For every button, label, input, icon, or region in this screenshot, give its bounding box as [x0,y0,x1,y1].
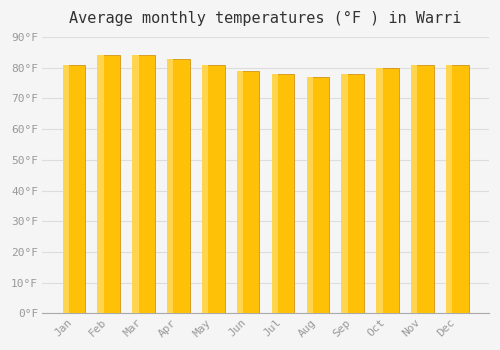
Bar [446,65,452,313]
Bar [411,65,418,313]
Bar [446,65,468,313]
Bar [62,65,85,313]
Bar [306,77,329,313]
Bar [237,71,243,313]
Bar [132,55,155,313]
Bar [62,65,69,313]
Bar [272,74,294,313]
Bar [167,58,190,313]
Bar [306,77,313,313]
Bar [342,74,347,313]
Bar [98,55,120,313]
Bar [202,65,224,313]
Bar [342,74,364,313]
Bar [167,58,173,313]
Bar [411,65,434,313]
Bar [98,55,104,313]
Bar [272,74,278,313]
Bar [237,71,260,313]
Bar [376,68,382,313]
Bar [376,68,399,313]
Bar [202,65,208,313]
Title: Average monthly temperatures (°F ) in Warri: Average monthly temperatures (°F ) in Wa… [70,11,462,26]
Bar [132,55,138,313]
